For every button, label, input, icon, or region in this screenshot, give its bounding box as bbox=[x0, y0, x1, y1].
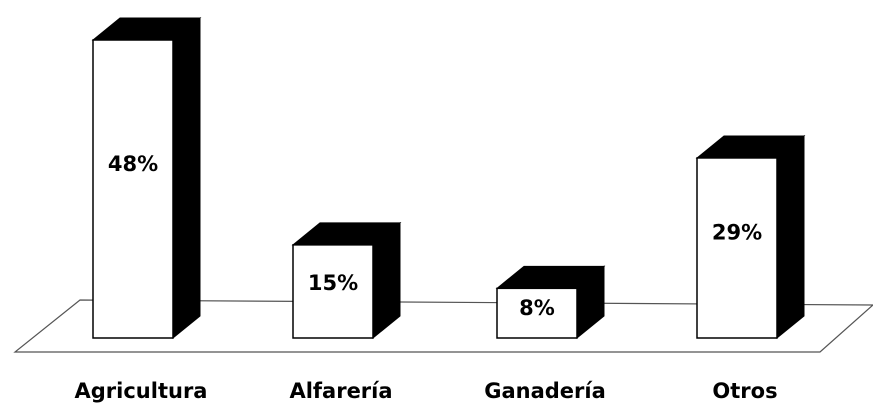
bar bbox=[695, 134, 806, 340]
bar-side bbox=[172, 16, 201, 340]
bar bbox=[495, 265, 606, 340]
bar-front bbox=[696, 157, 778, 339]
value-label: 48% bbox=[108, 152, 158, 176]
floor bbox=[13, 299, 873, 353]
x-tick-label: Alfarería bbox=[289, 379, 392, 403]
x-tick-label: Ganadería bbox=[484, 379, 606, 403]
bar bbox=[291, 221, 402, 340]
value-label: 29% bbox=[712, 221, 762, 245]
x-tick-label: Agricultura bbox=[75, 379, 208, 403]
bar-front bbox=[92, 39, 174, 339]
bar-front bbox=[292, 244, 374, 339]
bar-front bbox=[496, 287, 578, 339]
value-label: 15% bbox=[308, 271, 358, 295]
x-tick-label: Otros bbox=[712, 379, 777, 403]
bar bbox=[91, 16, 202, 340]
bar-side bbox=[776, 134, 805, 340]
value-label: 8% bbox=[519, 296, 555, 320]
